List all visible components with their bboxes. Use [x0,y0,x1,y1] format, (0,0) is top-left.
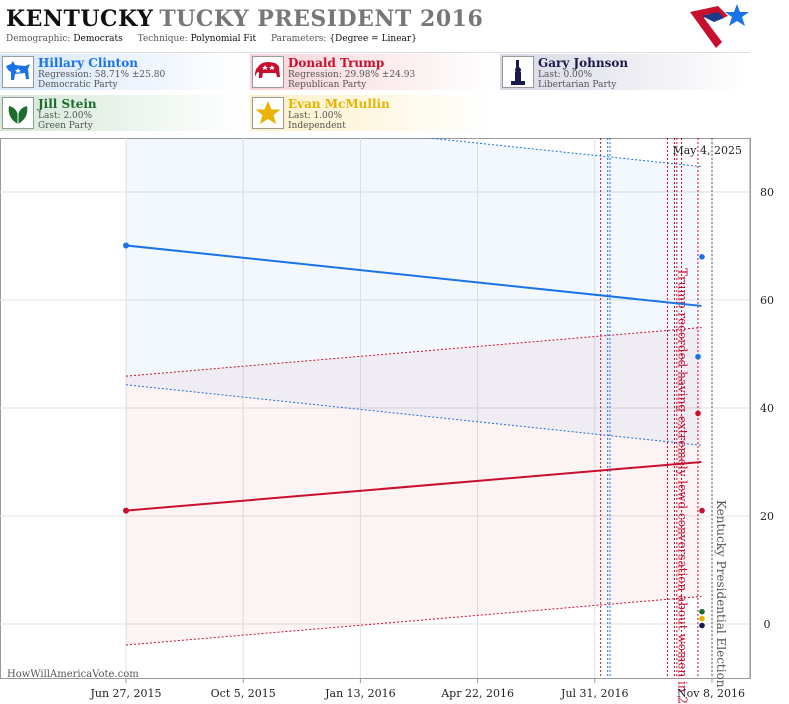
event-label: Kentucky Presidential Election [714,500,728,688]
y-axis: 0 20 40 60 80 [760,186,774,631]
last-poll-point [699,622,705,629]
title-state: KENTUCKY [6,6,154,32]
candidate-name: Evan McMullin [288,97,390,111]
candidate-party: Libertarian Party [538,80,617,90]
y-tick-label: 0 [764,618,771,631]
liberty-statue-icon [502,56,534,88]
candidate-card-mcmullin[interactable]: Evan McMullin Last: 1.00% Independent [250,95,495,131]
header: KENTUCKY TUCKY PRESIDENT 2016 Demographic… [0,0,750,53]
y-tick-label: 20 [760,510,774,523]
confidence-band [126,138,702,446]
lower-bound-line [125,595,702,646]
poll-point [695,410,701,417]
candidate-name: Donald Trump [288,56,385,70]
site-logo-icon [690,4,749,48]
page-title: KENTUCKY TUCKY PRESIDENT 2016 [6,6,483,32]
poll-points [695,254,705,629]
demographic-label: Demographic: [6,34,71,44]
parameters-line: Demographic: Democrats Technique: Polyno… [6,34,417,44]
candidate-name: Gary Johnson [538,56,629,70]
watermark: HowWillAmericaVote.com [7,669,139,680]
x-tick-label: Jul 31, 2016 [560,687,629,700]
candidate-stat: Last: 0.00% [538,70,593,80]
event-label: Trump recorded having extremely lewd con… [675,268,689,704]
fit-start-point [123,507,129,514]
parameters-label: Parameters: [271,34,327,44]
event-markers: Trump recorded having extremely lewd con… [600,138,728,704]
last-poll-point [699,254,705,260]
candidate-party: Independent [288,121,346,131]
technique-label: Technique: [137,34,188,44]
donkey-icon [2,56,34,88]
lower-bound-line [125,384,702,446]
fit-line [125,244,702,307]
last-poll-point [699,615,705,622]
title-rest: TUCKY PRESIDENT 2016 [159,6,484,32]
candidate-stat: Last: 1.00% [288,111,343,121]
last-poll-point [699,608,705,615]
poll-point [695,353,701,360]
candidate-cards: Hillary Clinton Regression: 58.71% ±25.8… [0,54,750,134]
candidate-card-johnson[interactable]: Gary Johnson Last: 0.00% Libertarian Par… [500,54,745,90]
x-tick-label: Oct 5, 2015 [211,687,276,700]
candidate-card-stein[interactable]: Jill Stein Last: 2.00% Green Party [0,95,245,131]
x-tick-label: Jun 27, 2015 [89,687,161,700]
polling-chart: Trump recorded having extremely lewd con… [0,138,774,704]
x-axis: Jun 27, 2015 Oct 5, 2015 Jan 13, 2016 Apr 2… [89,678,745,700]
y-tick-label: 80 [760,186,774,199]
leaf-icon [2,97,34,129]
candidate-stat: Last: 2.00% [38,111,93,121]
parameters-value: {Degree = Linear} [329,34,417,44]
last-poll-point [699,507,705,514]
upper-bound-line [125,327,702,377]
candidate-card-clinton[interactable]: Hillary Clinton Regression: 58.71% ±25.8… [0,54,245,90]
candidate-name: Hillary Clinton [38,56,138,70]
fit-start-point [123,242,129,249]
demographic-value: Democrats [73,34,123,44]
technique-value: Polynomial Fit [190,34,257,44]
x-tick-label: Apr 22, 2016 [440,687,514,700]
elephant-icon [252,56,284,88]
candidate-stat: Regression: 29.98% ±24.93 [288,70,416,80]
fit-line [125,461,702,512]
candidate-name: Jill Stein [38,97,97,111]
candidate-party: Green Party [38,121,93,131]
candidate-card-trump[interactable]: Donald Trump Regression: 29.98% ±24.93 R… [250,54,495,90]
candidate-stat: Regression: 58.71% ±25.80 [38,70,166,80]
y-tick-label: 60 [760,294,774,307]
fit-lines [123,242,702,514]
current-date-label: May 4, 2025 [672,144,742,157]
star-icon [252,97,284,129]
y-tick-label: 40 [760,402,774,415]
candidate-party: Democratic Party [38,80,118,90]
x-tick-label: Nov 8, 2016 [677,687,745,700]
confidence-bands [125,138,702,646]
candidate-party: Republican Party [288,80,367,90]
x-tick-label: Jan 13, 2016 [324,687,396,700]
